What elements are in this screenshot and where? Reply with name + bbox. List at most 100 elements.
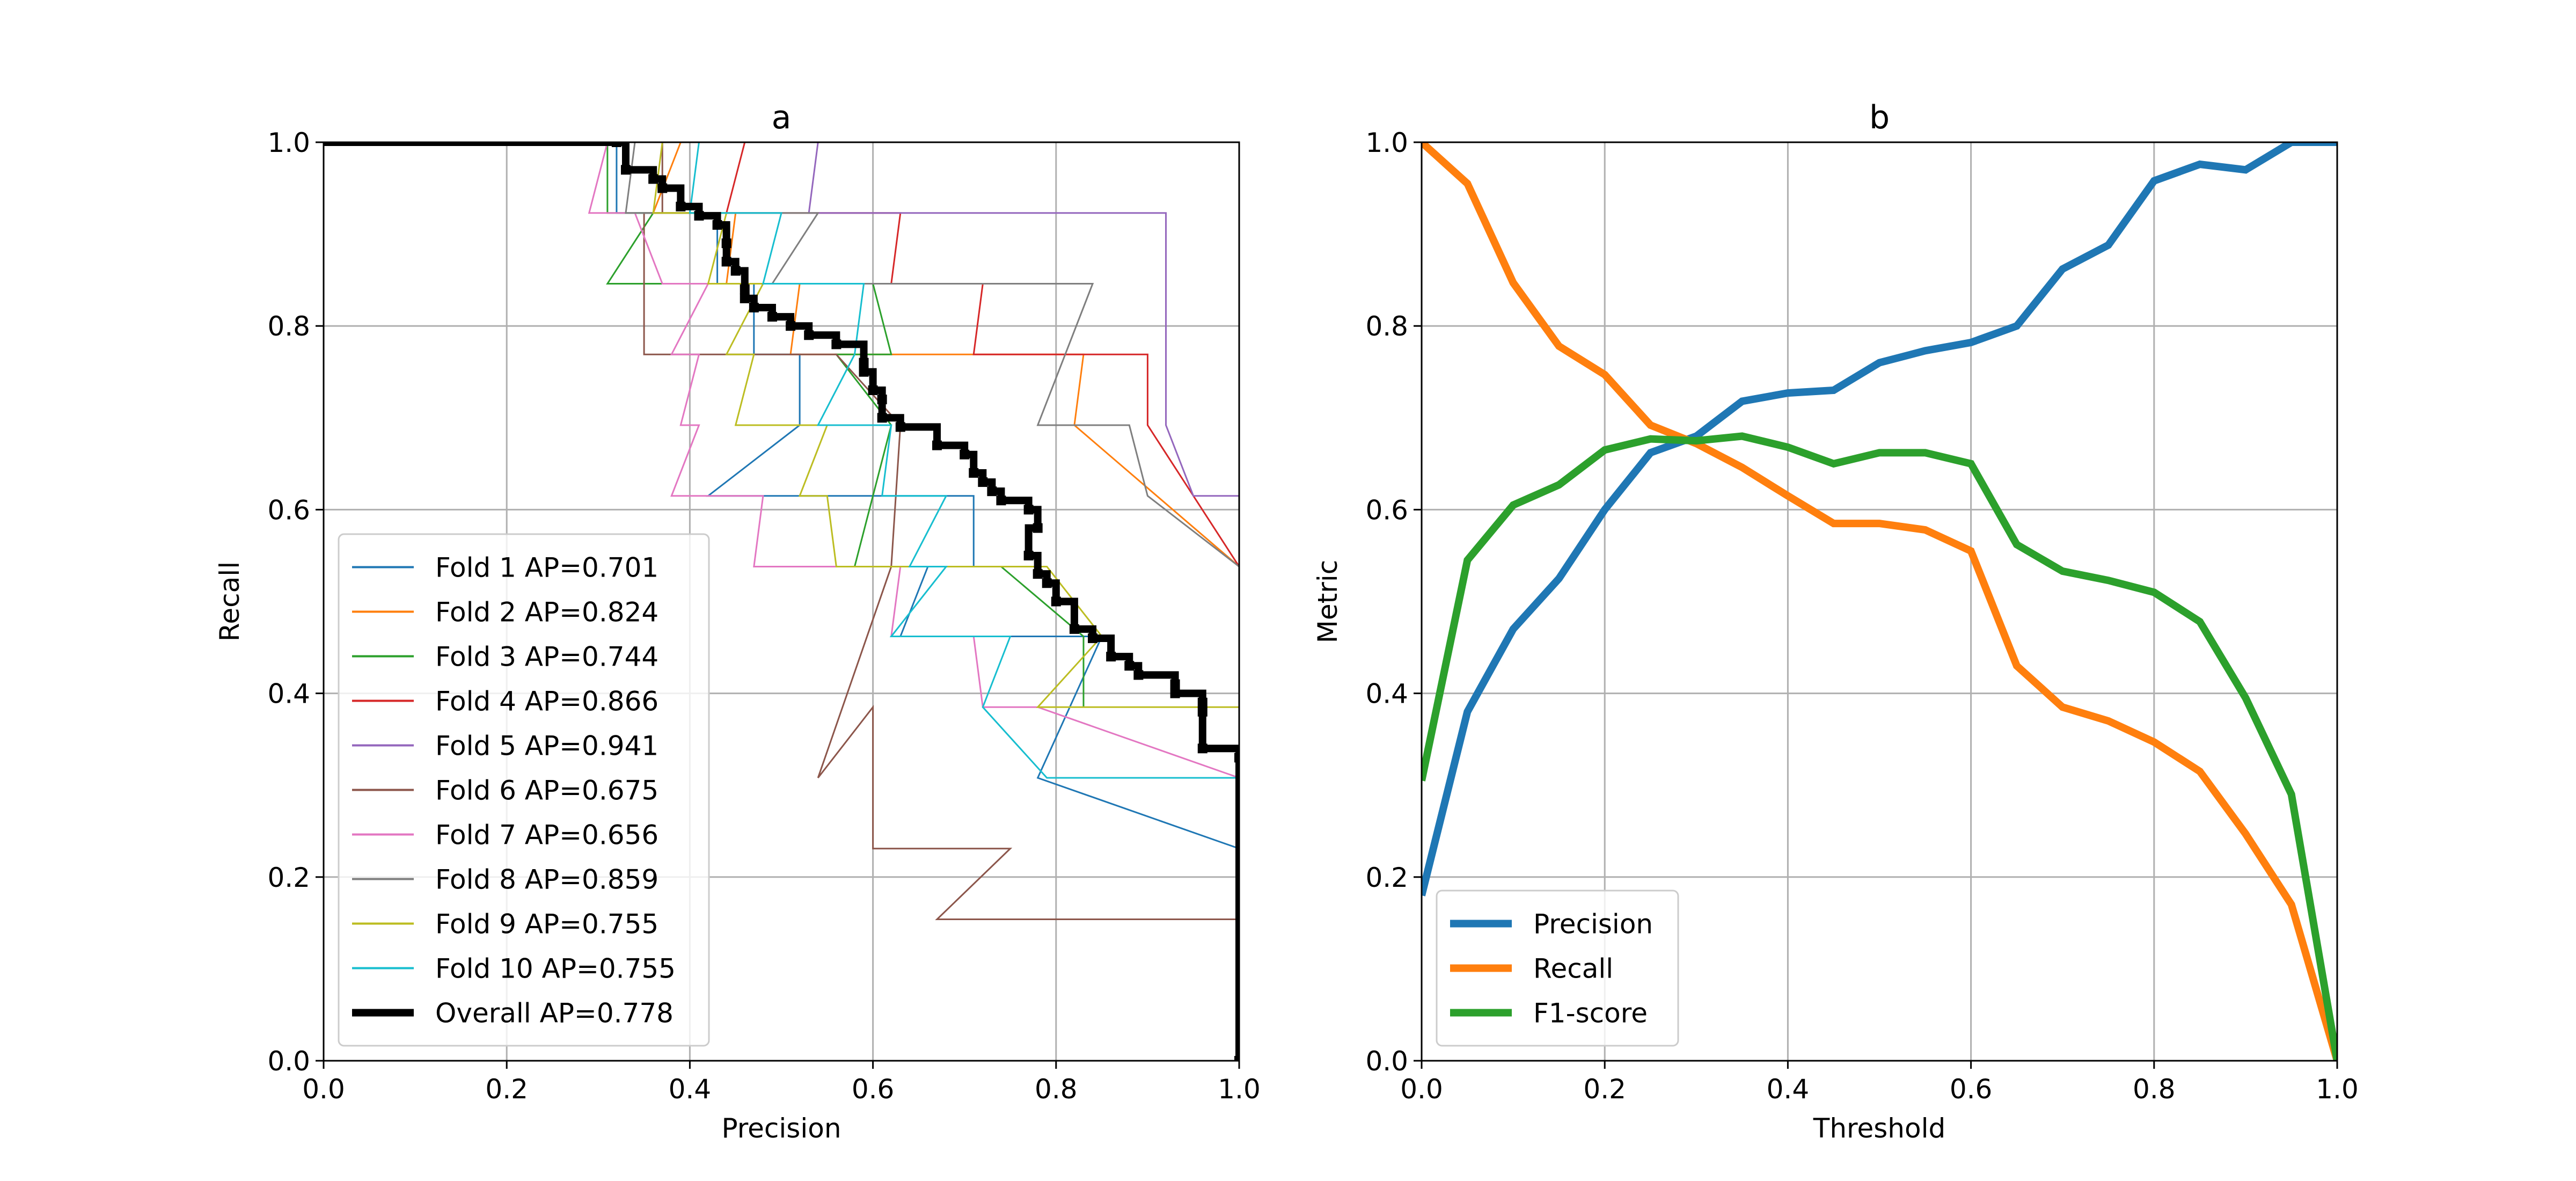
legend: Precision Recall F1-score	[1436, 890, 1679, 1047]
x-tick-label: 0.0	[1400, 1074, 1443, 1105]
series-marker	[1170, 688, 1180, 698]
series-marker	[1234, 1056, 1239, 1061]
chart-title: a	[772, 99, 792, 136]
series-marker	[932, 440, 942, 450]
series-marker	[868, 385, 878, 395]
series-marker	[1170, 679, 1180, 689]
series-marker	[859, 367, 869, 377]
y-tick-label: 0.6	[267, 494, 310, 526]
series-marker	[895, 422, 905, 432]
series-marker	[730, 266, 741, 276]
series-marker	[611, 142, 621, 147]
y-tick-label: 0.8	[267, 311, 310, 342]
x-tick-label: 0.2	[485, 1074, 528, 1105]
series-marker	[960, 449, 970, 460]
series-marker	[1234, 753, 1239, 763]
series-marker	[877, 395, 887, 405]
x-axis-label: Precision	[721, 1113, 841, 1144]
y-tick-label: 0.0	[1365, 1046, 1408, 1077]
y-tick-label: 0.0	[267, 1046, 310, 1077]
series-marker	[657, 183, 668, 193]
series-marker	[1197, 697, 1208, 708]
series-marker	[694, 210, 704, 221]
legend: Fold 1 AP=0.701 Fold 2 AP=0.824 Fold 3 AP=…	[338, 533, 710, 1047]
legend-label: Recall	[1533, 953, 1613, 985]
legend-label: Fold 3 AP=0.744	[435, 641, 658, 673]
legend-label: Fold 6 AP=0.675	[435, 775, 658, 806]
y-axis-label: Recall	[214, 562, 245, 641]
panel-b: 0.0 0.2 0.4 0.6 0.8 1.0 0.0 0.2 0.4 0.6 0.8 1.0 b Thr…	[1312, 99, 2359, 1144]
series-marker	[1069, 624, 1079, 634]
chart-title: b	[1869, 99, 1890, 136]
series-line	[324, 142, 1239, 779]
legend-label: Overall AP=0.778	[435, 998, 674, 1029]
series-marker	[996, 495, 1006, 506]
series-marker	[978, 477, 988, 487]
legend-box	[338, 533, 710, 1047]
x-tick-label: 1.0	[1218, 1074, 1261, 1105]
x-tick-label: 0.6	[1950, 1074, 1993, 1105]
legend-label: Fold 8 AP=0.859	[435, 864, 658, 895]
x-tick-label: 0.2	[1583, 1074, 1626, 1105]
x-tick-label: 0.6	[852, 1074, 895, 1105]
series-marker	[749, 302, 759, 312]
series-marker	[1133, 670, 1144, 680]
x-tick-label: 0.8	[2133, 1074, 2176, 1105]
series-marker	[721, 257, 731, 267]
x-tick-label: 0.0	[302, 1074, 345, 1105]
series-marker	[1023, 505, 1034, 515]
y-axis-label: Metric	[1312, 560, 1343, 643]
series-marker	[712, 220, 722, 230]
series-marker	[1088, 633, 1098, 643]
series-marker	[1042, 578, 1052, 588]
series-marker	[859, 358, 869, 368]
series-marker	[1106, 652, 1116, 662]
legend-label: Fold 4 AP=0.866	[435, 686, 658, 717]
y-tick-label: 1.0	[267, 127, 310, 158]
legend-label: Fold 10 AP=0.755	[435, 953, 676, 985]
series-marker	[740, 284, 750, 294]
axes-frame	[323, 141, 1240, 1062]
legend-label: Fold 1 AP=0.701	[435, 552, 658, 584]
y-tick-label: 0.8	[1365, 311, 1408, 342]
series-marker	[620, 165, 631, 175]
series-marker	[786, 321, 796, 331]
series-marker	[1023, 550, 1034, 560]
series-marker	[1197, 706, 1208, 717]
y-tick-label: 0.2	[267, 862, 310, 893]
legend-label: Fold 2 AP=0.824	[435, 597, 658, 628]
series-marker	[804, 330, 814, 340]
series-marker	[740, 293, 750, 303]
x-tick-label: 0.8	[1035, 1074, 1078, 1105]
series-marker	[1197, 743, 1208, 754]
series-line	[324, 142, 1239, 567]
series-marker	[987, 486, 997, 497]
series-marker	[767, 312, 777, 322]
series-line	[1422, 432, 2337, 1061]
panel-a: 0.0 0.2 0.4 0.6 0.8 1.0 0.0 0.2 0.4 0.6 0.8 1.0 a Pre…	[214, 99, 1261, 1144]
series-marker	[1033, 523, 1043, 533]
series-marker	[676, 201, 686, 212]
series-marker	[1051, 596, 1061, 607]
series-line	[324, 142, 1239, 497]
y-tick-label: 0.2	[1365, 862, 1408, 893]
series-marker	[831, 339, 841, 349]
y-tick-label: 0.4	[1365, 679, 1408, 710]
x-tick-label: 0.4	[1767, 1074, 1810, 1105]
series-line	[1422, 142, 2337, 896]
y-tick-label: 0.4	[267, 679, 310, 710]
series-marker	[648, 174, 658, 184]
x-axis-label: Threshold	[1813, 1113, 1945, 1144]
series-marker	[969, 468, 979, 478]
y-tick-label: 1.0	[1365, 127, 1408, 158]
series-marker	[1033, 569, 1043, 579]
legend-label: Fold 5 AP=0.941	[435, 731, 658, 762]
series-marker	[877, 413, 887, 423]
x-tick-label: 1.0	[2316, 1074, 2359, 1105]
legend-label: Fold 9 AP=0.755	[435, 909, 658, 940]
legend-label: Fold 7 AP=0.656	[435, 820, 658, 851]
axes-frame	[1421, 141, 2338, 1062]
series-line	[1422, 142, 2337, 1061]
legend-box	[1436, 890, 1679, 1047]
